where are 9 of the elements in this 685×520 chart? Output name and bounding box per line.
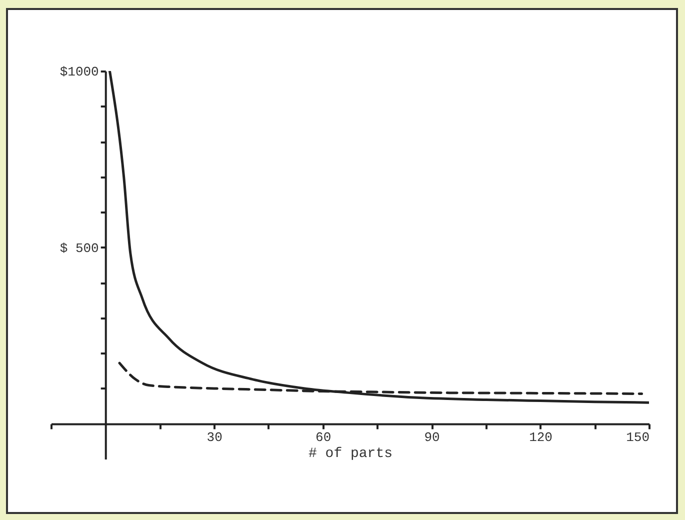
y-tick-label: $ 500 <box>60 240 99 256</box>
x-tick-label: 30 <box>206 430 222 446</box>
x-tick-label: 120 <box>529 430 552 446</box>
x-tick-label: 60 <box>316 430 332 446</box>
x-tick-label: 150 <box>626 430 650 446</box>
y-tick-label: $1000 <box>60 64 99 80</box>
line-series <box>118 362 643 395</box>
x-axis-title: # of parts <box>308 446 393 462</box>
x-tick-label: 90 <box>424 430 440 446</box>
